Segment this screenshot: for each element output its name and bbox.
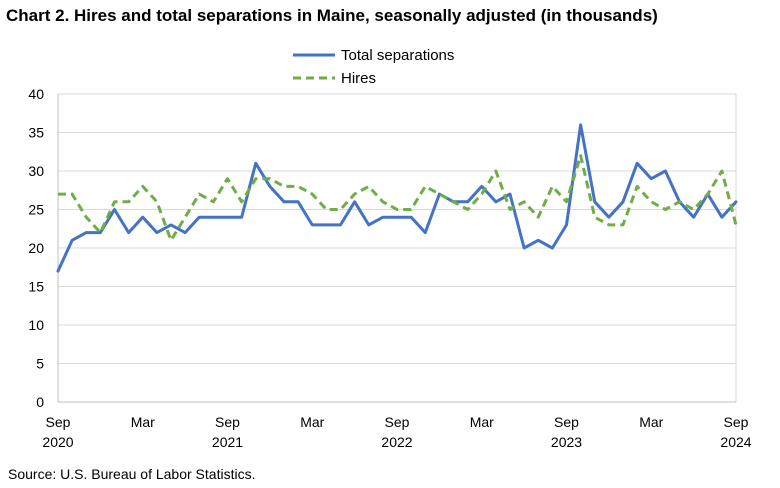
legend-label: Total separations bbox=[341, 47, 454, 64]
y-tick-label: 15 bbox=[28, 279, 44, 295]
series-lines bbox=[56, 123, 738, 273]
x-tick-year-label: 2022 bbox=[381, 434, 412, 450]
x-tick-label: Mar bbox=[131, 414, 155, 430]
series-line-hires bbox=[58, 154, 738, 242]
y-tick-label: 10 bbox=[28, 317, 44, 333]
x-tick-year-label: 2024 bbox=[720, 434, 751, 450]
legend: Total separations Hires bbox=[293, 47, 454, 87]
y-tick-label: 0 bbox=[36, 394, 44, 410]
legend-label: Hires bbox=[341, 70, 376, 87]
y-tick-label: 20 bbox=[28, 240, 44, 256]
y-tick-label: 5 bbox=[36, 356, 44, 372]
x-tick-year-label: 2023 bbox=[551, 434, 582, 450]
x-tick-year-label: 2021 bbox=[212, 434, 243, 450]
x-tick-year-label: 2020 bbox=[42, 434, 73, 450]
y-tick-label: 25 bbox=[28, 202, 44, 218]
y-tick-label: 40 bbox=[28, 86, 44, 102]
x-tick-label: Sep bbox=[385, 414, 410, 430]
x-tick-label: Sep bbox=[724, 414, 749, 430]
source-note: Source: U.S. Bureau of Labor Statistics. bbox=[8, 466, 256, 482]
x-tick-label: Sep bbox=[215, 414, 240, 430]
series-line-total-separations bbox=[56, 123, 738, 273]
x-tick-label: Mar bbox=[639, 414, 663, 430]
x-tick-label: Sep bbox=[46, 414, 71, 430]
axes: 0 5 10 15 20 25 30 35 40 Sep 2020 Mar Sep 2021 Mar Sep 2… bbox=[28, 86, 751, 450]
chart-title: Chart 2. Hires and total separations in … bbox=[6, 6, 658, 25]
gridlines bbox=[58, 93, 737, 402]
x-tick-label: Mar bbox=[300, 414, 324, 430]
y-tick-label: 35 bbox=[28, 125, 44, 141]
y-tick-label: 30 bbox=[28, 163, 44, 179]
x-tick-label: Mar bbox=[470, 414, 494, 430]
x-tick-label: Sep bbox=[554, 414, 579, 430]
